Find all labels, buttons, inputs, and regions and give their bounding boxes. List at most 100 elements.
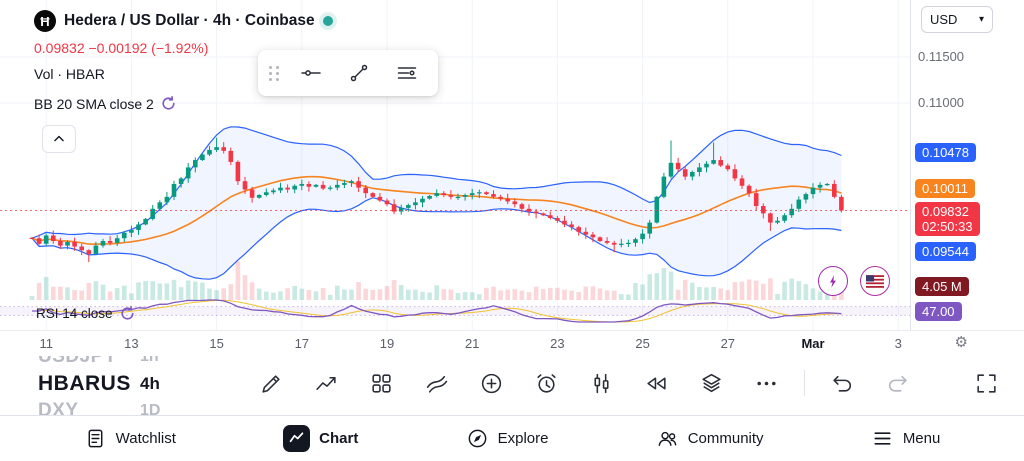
last-price: 0.09832 [34,40,85,56]
undo-button[interactable] [815,361,870,405]
chart-toolbar [244,354,1024,412]
redo-icon [888,375,907,392]
chart-legend: Ħ Hedera / US Dollar · 4h · Coinbase 0.0… [34,9,333,112]
waves-icon [426,375,448,393]
nav-community[interactable]: Community [656,427,764,450]
rsi-loop-icon[interactable] [119,305,136,322]
alarm-clock-icon [537,373,556,393]
horizontal-line-tool-button[interactable] [288,53,334,93]
time-label: 19 [379,336,395,351]
bb-loop-icon[interactable] [160,95,177,112]
alerts-button[interactable] [519,361,574,405]
candles-icon [594,373,609,393]
symbol-title[interactable]: Hedera / US Dollar · 4h · Coinbase [64,12,315,29]
time-label: 13 [124,336,139,351]
bottom-navigation: Watchlist Chart Explore Community [0,415,1024,461]
time-label: Mar [801,336,825,351]
switcher-symbol: HBARUS [38,371,131,395]
rewind-icon [647,377,666,389]
horizontal-line-icon [301,70,321,76]
switcher-timeframe: 1D [140,401,161,416]
toolbar-divider [804,370,805,396]
volume-value-badge: 4.05 M [915,277,969,296]
switcher-row-dxy[interactable]: DXY 1D [38,397,238,416]
redo-button[interactable] [870,361,925,405]
nav-chart[interactable]: Chart [283,425,358,452]
nav-explore[interactable]: Explore [466,427,549,450]
market-open-dot [322,16,333,26]
nav-menu[interactable]: Menu [871,427,941,450]
switcher-row-hbarusd[interactable]: HBARUS 4h [38,370,238,397]
more-button[interactable] [739,361,794,405]
time-axis[interactable]: 11 13 15 17 19 21 23 25 27 Mar 3 ⚙ [0,330,1024,356]
rsi-value-badge: 47.00 [915,302,962,321]
chart-active-icon [283,425,311,452]
trend-line-tool-button[interactable] [336,53,382,93]
drag-handle[interactable] [266,65,286,81]
hedera-logo-icon: Ħ [34,10,56,32]
plus-circle-icon [481,373,502,393]
undo-icon [833,375,852,392]
replay-button[interactable] [629,361,684,405]
floating-drawing-toolbar [258,50,438,96]
compass-icon [468,429,486,448]
bb-upper-price-badge: 0.10478 [915,143,976,162]
chart-type-button[interactable] [574,361,629,405]
hamburger-icon [874,432,891,445]
trend-line-icon [350,64,368,82]
switcher-timeframe: 4h [140,373,160,393]
time-label: 11 [39,336,53,351]
axis-price-label: 0.11500 [918,49,965,64]
object-tree-button[interactable] [684,361,739,405]
chevron-down-icon: ▾ [978,14,984,25]
price-axis[interactable]: USD ▾ 0.11500 0.11000 0.10478 0.10011 0.… [910,0,1024,330]
nav-label: Explore [497,430,549,447]
parallel-lines-tool-button[interactable] [384,53,430,93]
nav-label: Community [687,430,764,447]
current-price-value: 0.09832 [922,204,969,219]
chart-settings-button[interactable]: ⚙ [954,334,968,351]
fullscreen-button[interactable] [959,361,1014,405]
time-label: 21 [464,336,480,351]
patterns-button[interactable] [409,361,464,405]
volume-study-label[interactable]: Vol · HBAR [34,66,105,82]
switcher-symbol: DXY [38,399,79,416]
indicators-button[interactable] [299,361,354,405]
currency-select[interactable]: USD ▾ [921,6,993,33]
symbol-switcher[interactable]: USDJPY 1h HBARUS 4h DXY 1D [38,343,238,416]
ellipsis-icon [757,381,776,385]
bb-lower-price-badge: 0.09544 [915,242,976,261]
indicators-icon [316,376,336,390]
price-change: −0.00192 (−1.92%) [88,40,209,56]
currency-value: USD [930,12,958,27]
chevron-up-icon [54,135,64,142]
nav-label: Menu [902,430,941,447]
economic-events-button[interactable] [860,266,890,296]
instant-trade-button[interactable] [818,266,848,296]
draw-button[interactable] [244,361,299,405]
current-price-badge: 0.09832 02:50:33 [915,202,980,236]
us-flag-icon [866,274,884,288]
axis-price-label: 0.11000 [918,95,965,110]
bb-study-label[interactable]: BB 20 SMA close 2 [34,95,154,112]
time-label: 3 [894,336,902,351]
nav-label: Watchlist [115,430,176,447]
time-label: 17 [294,336,310,351]
nav-watchlist[interactable]: Watchlist [84,427,176,450]
grid-icon [372,373,391,393]
collapse-legend-button[interactable] [42,125,76,153]
bb-basis-price-badge: 0.10011 [915,179,976,198]
time-label: 27 [720,336,736,351]
layouts-button[interactable] [354,361,409,405]
add-button[interactable] [464,361,519,405]
pencil-icon [262,374,280,393]
layers-icon [702,373,721,392]
price-chart[interactable] [0,0,910,330]
nav-label: Chart [319,430,359,447]
rsi-study-label[interactable]: RSI 14 close [36,306,113,321]
watchlist-icon [88,429,103,448]
lightning-icon [829,274,836,288]
price-change-row: 0.09832 −0.00192 (−1.92%) [34,40,333,56]
time-label: 25 [635,336,650,351]
